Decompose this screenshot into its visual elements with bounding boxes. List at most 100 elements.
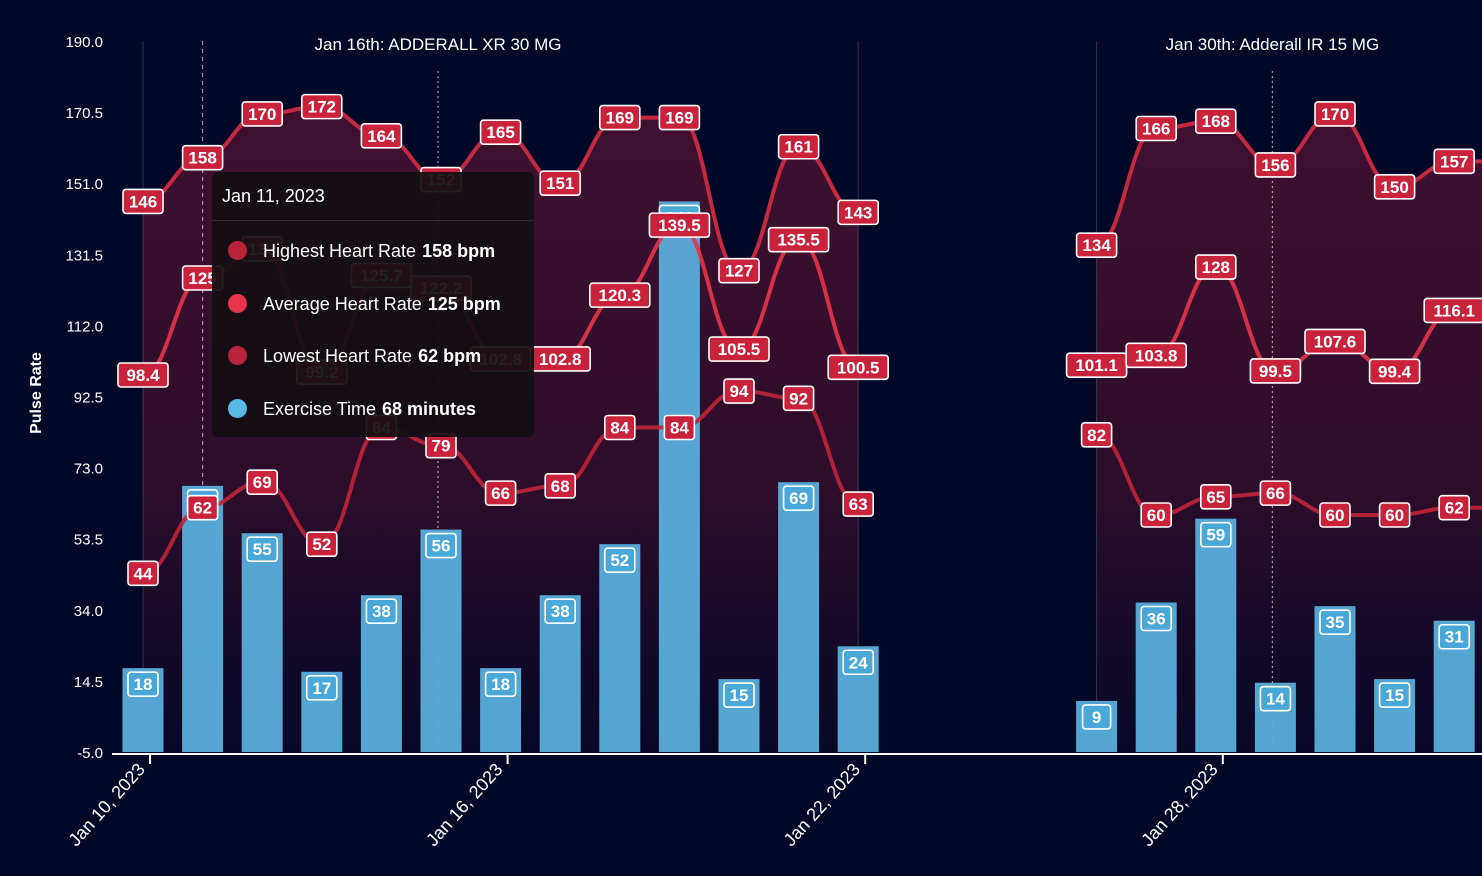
data-label-lowest-heart-rate-box <box>186 494 219 521</box>
data-label-lowest-heart-rate-text: 82 <box>1087 426 1106 445</box>
data-label-average-heart-rate-text: 105.5 <box>718 340 761 359</box>
data-label-exercise-text: 59 <box>1206 526 1225 545</box>
data-label-exercise: 18 <box>127 671 159 697</box>
x-tick-label: Jan 16, 2023 <box>422 759 507 850</box>
data-label-highest-heart-rate-box <box>1254 152 1297 178</box>
annotation-label: Jan 30th: Adderall IR 15 MG <box>1166 35 1380 54</box>
data-label-highest-heart-rate-text: 156 <box>1261 156 1289 175</box>
data-label-highest-heart-rate: 127 <box>718 257 760 284</box>
data-label-highest-heart-rate-box <box>360 123 403 149</box>
data-label-exercise-box <box>1081 704 1112 730</box>
data-label-exercise-text: 18 <box>491 675 510 694</box>
data-label-average-heart-rate: 116.1 <box>1423 297 1482 324</box>
data-label-exercise-text: 52 <box>610 551 629 570</box>
data-label-highest-heart-rate-box <box>122 188 164 215</box>
data-label-exercise-box <box>544 598 577 625</box>
data-label-lowest-heart-rate-text: 60 <box>1326 506 1345 525</box>
data-label-average-heart-rate-box <box>117 362 169 388</box>
data-label-exercise: 38 <box>365 598 398 625</box>
data-label-lowest-heart-rate: 94 <box>723 378 755 404</box>
data-label-lowest-heart-rate-text: 79 <box>432 437 451 456</box>
data-label-average-heart-rate: 98.4 <box>117 362 169 388</box>
data-label-average-heart-rate-box <box>708 336 770 362</box>
data-label-lowest-heart-rate-text: 92 <box>789 389 808 408</box>
data-label-lowest-heart-rate-box <box>842 491 875 517</box>
data-label-lowest-heart-rate-box <box>1080 421 1113 448</box>
data-label-lowest-heart-rate-text: 62 <box>1445 499 1464 518</box>
data-label-average-heart-rate: 102.8 <box>529 346 592 372</box>
data-label-average-heart-rate-box <box>1195 254 1237 280</box>
data-label-exercise-box <box>425 532 457 559</box>
data-label-lowest-heart-rate: 62 <box>1438 494 1470 521</box>
data-label-exercise-text: 9 <box>1092 708 1101 727</box>
data-label-exercise-text: 69 <box>789 489 808 508</box>
data-label-average-heart-rate: 135.5 <box>767 226 830 253</box>
data-label-lowest-heart-rate: 60 <box>1140 502 1172 528</box>
y-tick-label: 92.5 <box>74 390 103 407</box>
data-label-highest-heart-rate-text: 161 <box>784 138 812 157</box>
data-label-highest-heart-rate-text: 170 <box>1321 105 1349 124</box>
data-label-exercise: 59 <box>1200 521 1232 548</box>
data-label-lowest-heart-rate-box <box>1319 502 1351 528</box>
tooltip-date: Jan 11, 2023 <box>212 172 534 221</box>
data-label-exercise-box <box>723 682 755 708</box>
tooltip-value-average: 125 bpm <box>427 294 501 314</box>
bar-exercise <box>182 485 224 752</box>
data-label-average-heart-rate-text: 135.5 <box>777 231 820 250</box>
data-label-highest-heart-rate: 166 <box>1135 115 1177 142</box>
data-label-highest-heart-rate-text: 165 <box>486 123 514 142</box>
data-label-highest-heart-rate: 164 <box>360 123 403 149</box>
data-label-average-heart-rate-text: 107.6 <box>1314 332 1357 351</box>
data-label-lowest-heart-rate-text: 62 <box>193 499 212 518</box>
y-tick-label: 53.5 <box>74 532 103 549</box>
data-label-lowest-heart-rate-box <box>127 560 159 587</box>
data-label-highest-heart-rate-box <box>1314 101 1356 127</box>
data-label-lowest-heart-rate-box <box>663 414 696 441</box>
data-label-highest-heart-rate-box <box>181 144 224 171</box>
bar-exercise <box>420 529 462 752</box>
data-label-exercise-box <box>1438 623 1470 650</box>
data-label-exercise-text: 14 <box>1266 690 1285 709</box>
data-label-highest-heart-rate-text: 164 <box>367 127 396 146</box>
bar-exercise <box>658 201 700 752</box>
data-label-exercise: 15 <box>723 682 755 708</box>
data-label-exercise-box <box>1200 521 1232 548</box>
x-tick-label: Jan 10, 2023 <box>64 759 149 850</box>
data-label-exercise: 38 <box>544 598 577 625</box>
data-label-highest-heart-rate: 150 <box>1373 174 1416 200</box>
data-label-average-heart-rate-box <box>1368 358 1421 385</box>
data-label-average-heart-rate-box <box>1125 342 1187 369</box>
data-label-exercise-text: 18 <box>134 675 153 694</box>
data-label-exercise-text: 15 <box>1385 686 1404 705</box>
data-label-highest-heart-rate-text: 151 <box>546 174 574 193</box>
data-label-highest-heart-rate: 146 <box>122 188 164 215</box>
data-label-average-heart-rate-text: 128 <box>1202 258 1230 277</box>
tooltip-value-highest: 158 bpm <box>422 241 496 261</box>
data-label-lowest-heart-rate-box <box>723 378 755 404</box>
bar-exercise <box>1195 518 1237 752</box>
data-label-lowest-heart-rate-box <box>544 473 577 499</box>
data-label-exercise: 17 <box>305 674 338 701</box>
tooltip-value-exercise: 68 minutes <box>382 399 477 419</box>
data-label-lowest-heart-rate: 68 <box>544 473 577 499</box>
data-label-average-heart-rate: 100.5 <box>827 354 890 381</box>
y-tick-label: -5.0 <box>77 745 103 762</box>
data-label-lowest-heart-rate-text: 65 <box>1206 488 1225 507</box>
data-label-lowest-heart-rate-box <box>1140 502 1172 528</box>
data-label-average-heart-rate-text: 101.1 <box>1075 356 1118 375</box>
data-label-highest-heart-rate: 158 <box>181 144 224 171</box>
data-label-exercise: 36 <box>1140 605 1172 632</box>
bar-exercise <box>241 533 283 752</box>
data-label-highest-heart-rate-text: 168 <box>1202 112 1230 131</box>
data-label-average-heart-rate-text: 103.8 <box>1135 346 1178 365</box>
data-label-lowest-heart-rate-box <box>1200 483 1232 510</box>
x-tick-label: Jan 22, 2023 <box>780 759 865 850</box>
data-label-lowest-heart-rate: 66 <box>484 480 517 506</box>
data-label-exercise: 9 <box>1081 704 1112 730</box>
data-label-lowest-heart-rate-box <box>782 385 815 412</box>
bar-exercise <box>778 482 820 752</box>
data-label-highest-heart-rate-box <box>777 133 820 160</box>
data-label-average-heart-rate: 120.3 <box>588 282 651 308</box>
data-label-exercise-box <box>1319 609 1351 635</box>
